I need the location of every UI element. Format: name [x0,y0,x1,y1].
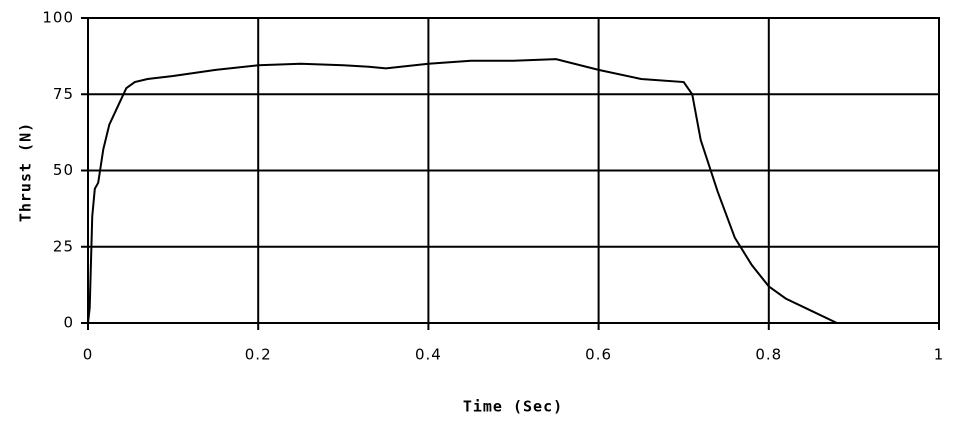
y-tick-label: 0 [63,314,74,332]
x-tick-label: 0.4 [415,346,442,364]
x-tick-label: 0.2 [245,346,272,364]
x-tick-label: 0.8 [755,346,782,364]
x-tick-label: 0.6 [585,346,612,364]
x-tick-label: 1 [934,346,945,364]
plot-frame [87,17,940,324]
y-tick-label: 50 [53,161,74,179]
y-tick-label: 75 [53,85,74,103]
x-tick-label: 0 [83,346,94,364]
x-axis-label: Time (Sec) [463,398,563,416]
y-tick-label: 100 [42,9,74,27]
y-tick-label: 25 [53,237,74,255]
y-axis-label: Thrust (N) [17,122,35,222]
thrust-line [87,58,838,324]
